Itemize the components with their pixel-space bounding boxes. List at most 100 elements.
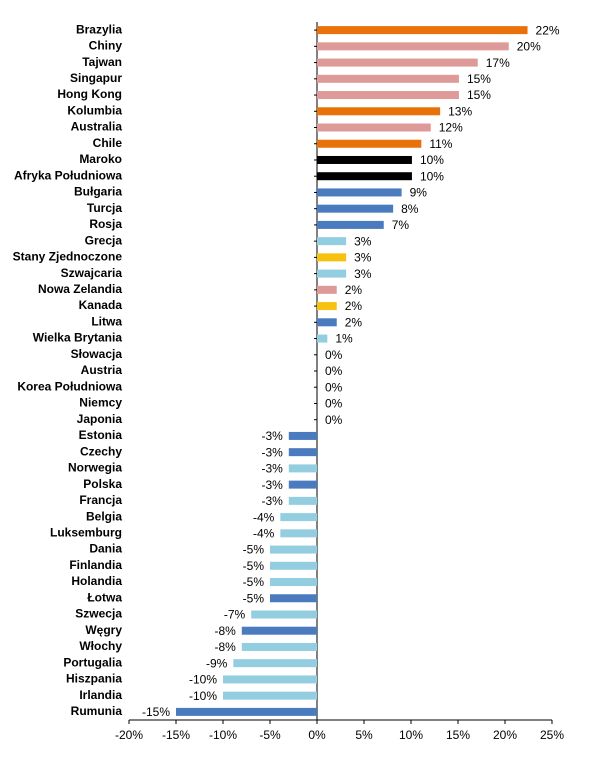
- bar: [317, 58, 478, 67]
- category-label: Rumunia: [71, 704, 123, 718]
- value-label: 3%: [354, 234, 372, 248]
- bar: [317, 188, 402, 197]
- value-label: 3%: [354, 267, 372, 281]
- category-label: Kanada: [79, 298, 123, 312]
- x-tick-label: -5%: [259, 728, 281, 742]
- bar: [288, 480, 317, 489]
- value-label: 8%: [401, 202, 419, 216]
- x-tick-label: -15%: [162, 728, 190, 742]
- category-label: Grecja: [85, 233, 123, 247]
- category-label: Brazylia: [76, 22, 122, 36]
- value-label: 0%: [325, 380, 343, 394]
- bar: [223, 675, 317, 684]
- value-label: 13%: [448, 104, 472, 118]
- bar: [317, 204, 394, 213]
- bar: [288, 431, 317, 440]
- value-label: -9%: [206, 656, 228, 670]
- x-tick-label: 25%: [540, 728, 564, 742]
- value-label: 0%: [325, 397, 343, 411]
- x-tick-label: -20%: [115, 728, 143, 742]
- bar: [317, 155, 412, 164]
- x-tick-label: 10%: [399, 728, 423, 742]
- category-label: Litwa: [91, 314, 122, 328]
- category-label: Włochy: [79, 639, 122, 653]
- bar: [270, 561, 317, 570]
- x-tick-label: 20%: [493, 728, 517, 742]
- x-tick-label: 5%: [355, 728, 373, 742]
- category-label: Tajwan: [82, 55, 122, 69]
- bar: [317, 91, 459, 100]
- value-label: -8%: [214, 640, 236, 654]
- value-label: 7%: [392, 218, 410, 232]
- category-label: Niemcy: [79, 396, 122, 410]
- category-label: Szwecja: [75, 607, 122, 621]
- value-label: 15%: [467, 72, 491, 86]
- category-label: Rosja: [89, 217, 122, 231]
- bar: [241, 626, 317, 635]
- category-label: Portugalia: [63, 655, 122, 669]
- category-label: Bułgaria: [74, 185, 122, 199]
- bar: [317, 318, 337, 327]
- bar: [233, 659, 317, 668]
- category-label: Francja: [79, 493, 122, 507]
- category-label: Singapur: [70, 71, 122, 85]
- bar: [270, 594, 317, 603]
- category-label: Turcja: [87, 201, 122, 215]
- bar: [317, 74, 459, 83]
- bar: [288, 464, 317, 473]
- value-label: 2%: [345, 315, 363, 329]
- value-label: 11%: [429, 137, 452, 151]
- value-label: -5%: [243, 559, 265, 573]
- bar: [280, 513, 317, 522]
- bar: [317, 107, 441, 116]
- value-label: -3%: [261, 478, 283, 492]
- bar: [270, 578, 317, 587]
- bar: [176, 707, 317, 716]
- category-label: Hong Kong: [57, 87, 122, 101]
- bar: [317, 123, 431, 132]
- category-label: Nowa Zelandia: [38, 282, 122, 296]
- category-label: Słowacja: [71, 347, 123, 361]
- category-label: Australia: [71, 120, 123, 134]
- value-label: 2%: [345, 299, 363, 313]
- category-label: Maroko: [79, 152, 122, 166]
- bar: [270, 545, 317, 554]
- value-label: 2%: [345, 283, 363, 297]
- bar: [280, 529, 317, 538]
- category-label: Węgry: [85, 623, 122, 637]
- category-label: Norwegia: [68, 461, 122, 475]
- category-label: Afryka Południowa: [14, 168, 122, 182]
- value-label: -5%: [243, 543, 265, 557]
- bar: [223, 691, 317, 700]
- value-label: 15%: [467, 88, 491, 102]
- category-label: Chile: [93, 136, 123, 150]
- value-label: -15%: [142, 705, 170, 719]
- category-label: Holandia: [71, 574, 122, 588]
- category-label: Belgia: [86, 509, 122, 523]
- category-label: Estonia: [79, 428, 123, 442]
- bar: [288, 496, 317, 505]
- category-label: Austria: [81, 363, 123, 377]
- value-label: -3%: [261, 445, 283, 459]
- bar: [251, 610, 317, 619]
- bar: [317, 334, 328, 343]
- bar: [317, 285, 337, 294]
- category-label: Czechy: [80, 444, 122, 458]
- x-tick-label: 15%: [446, 728, 470, 742]
- category-label: Japonia: [77, 412, 123, 426]
- value-label: -3%: [261, 494, 283, 508]
- x-tick-label: -10%: [209, 728, 237, 742]
- value-label: 9%: [410, 186, 428, 200]
- value-label: -3%: [261, 429, 283, 443]
- value-label: -10%: [189, 689, 217, 703]
- bar: [317, 253, 347, 262]
- value-label: 10%: [420, 153, 444, 167]
- category-label: Szwajcaria: [61, 266, 123, 280]
- bar: [317, 302, 337, 311]
- value-label: -7%: [224, 608, 246, 622]
- category-label: Irlandia: [79, 688, 122, 702]
- category-label: Dania: [89, 542, 122, 556]
- value-label: 10%: [420, 169, 444, 183]
- value-label: -10%: [189, 673, 217, 687]
